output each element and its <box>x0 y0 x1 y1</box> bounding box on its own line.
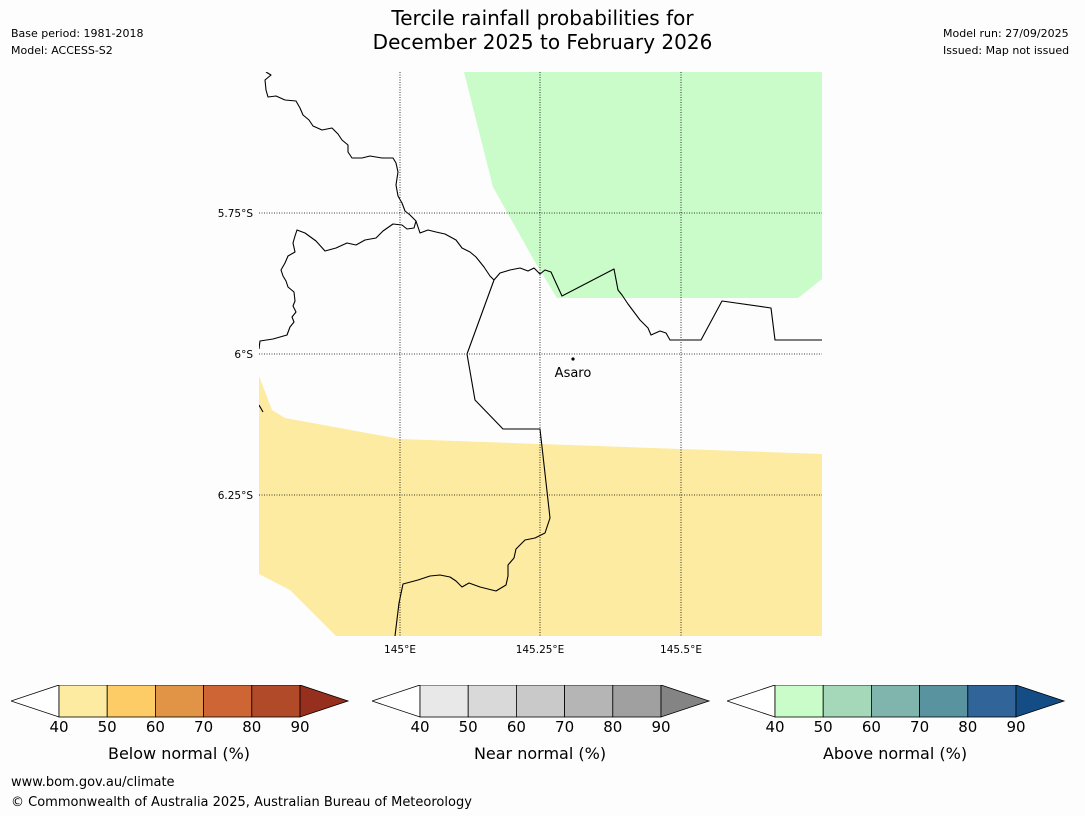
colorbar-swatch <box>919 685 969 718</box>
colorbar-extend-high <box>1015 685 1066 718</box>
colorbar-swatch <box>106 685 156 718</box>
near-normal-colorbar <box>372 685 711 718</box>
colorbar-swatch <box>822 685 872 718</box>
colorbar-tick-label: 80 <box>958 718 978 736</box>
colorbar-tick-label: 90 <box>290 718 310 736</box>
colorbar-swatch <box>564 685 614 718</box>
model-text: Model: ACCESS-S2 <box>11 44 113 57</box>
below-normal-legend-title: Below normal (%) <box>107 744 251 763</box>
above-normal-colorbar <box>727 685 1066 718</box>
footer-url: www.bom.gov.au/climate <box>11 775 175 790</box>
colorbar-tick-label: 60 <box>145 718 165 736</box>
title-line-1: Tercile rainfall probabilities for <box>391 6 694 30</box>
colorbar-tick-label: 80 <box>242 718 262 736</box>
colorbar-tick-label: 50 <box>97 718 117 736</box>
lat-label-6-25: 6.25°S <box>218 490 254 502</box>
colorbar-swatch <box>967 685 1017 718</box>
lat-label-5-75: 5.75°S <box>218 208 254 220</box>
colorbar-swatch <box>251 685 301 718</box>
colorbar-tick-label: 70 <box>555 718 575 736</box>
colorbar-swatch <box>515 685 565 718</box>
colorbar-swatch <box>870 685 920 718</box>
header-right: Model run: 27/09/2025 Issued: Map not is… <box>943 25 1069 59</box>
place-label-asaro: Asaro <box>555 366 592 381</box>
lon-label-145: 145°E <box>384 644 416 656</box>
colorbar-tick-label: 70 <box>910 718 930 736</box>
footer-copyright: © Commonwealth of Australia 2025, Austra… <box>11 795 472 810</box>
colorbar-tick-label: 80 <box>603 718 623 736</box>
colorbar-tick-label: 90 <box>651 718 671 736</box>
colorbar-tick-label: 40 <box>765 718 785 736</box>
colorbar-extend-low <box>727 685 776 718</box>
colorbar-tick-label: 50 <box>458 718 478 736</box>
colorbar-tick-label: 40 <box>410 718 430 736</box>
model-run-text: Model run: 27/09/2025 <box>943 27 1069 40</box>
colorbar-extend-low <box>372 685 421 718</box>
boundary-central <box>394 279 551 636</box>
colorbar-swatch <box>419 685 469 718</box>
lat-label-6: 6°S <box>234 349 253 361</box>
lon-label-145-25: 145.25°E <box>516 644 565 656</box>
colorbar-tick-label: 40 <box>49 718 69 736</box>
near-normal-legend-title: Near normal (%) <box>473 744 607 763</box>
above-normal-legend-title: Above normal (%) <box>822 744 968 763</box>
colorbar-tick-label: 90 <box>1006 718 1026 736</box>
rainfall-map: Asaro 5.75°S 6°S 6.25°S 145°E 145.25°E 1… <box>218 72 822 656</box>
province-boundaries <box>259 72 822 636</box>
colorbar-extend-high <box>660 685 711 718</box>
below-normal-colorbar <box>11 685 350 718</box>
footer: www.bom.gov.au/climate © Commonwealth of… <box>11 773 472 813</box>
colorbar-swatch <box>58 685 108 718</box>
colorbar-swatch <box>467 685 517 718</box>
graticule <box>259 72 822 636</box>
map-title: Tercile rainfall probabilities for Decem… <box>0 6 1085 54</box>
lon-label-145-5: 145.5°E <box>660 644 702 656</box>
boundary-central-north <box>415 220 822 341</box>
boundary-northwest <box>259 72 417 350</box>
colorbar-swatch <box>774 685 824 718</box>
header-left: Base period: 1981-2018 Model: ACCESS-S2 <box>11 25 143 59</box>
colorbar-extend-high <box>299 685 350 718</box>
title-line-2: December 2025 to February 2026 <box>372 30 713 54</box>
asaro-marker <box>571 357 575 361</box>
colorbar-swatch <box>203 685 253 718</box>
colorbar-tick-label: 60 <box>861 718 881 736</box>
above-normal-region <box>464 72 822 298</box>
issued-text: Issued: Map not issued <box>943 44 1070 57</box>
colorbar-swatch <box>612 685 662 718</box>
colorbar-tick-label: 60 <box>506 718 526 736</box>
below-normal-region <box>259 376 822 636</box>
colorbar-extend-low <box>11 685 60 718</box>
colorbar-tick-label: 70 <box>194 718 214 736</box>
colorbar-tick-label: 50 <box>813 718 833 736</box>
boundary-west-edge <box>259 404 264 413</box>
colorbar-swatch <box>154 685 204 718</box>
base-period-text: Base period: 1981-2018 <box>11 27 144 40</box>
